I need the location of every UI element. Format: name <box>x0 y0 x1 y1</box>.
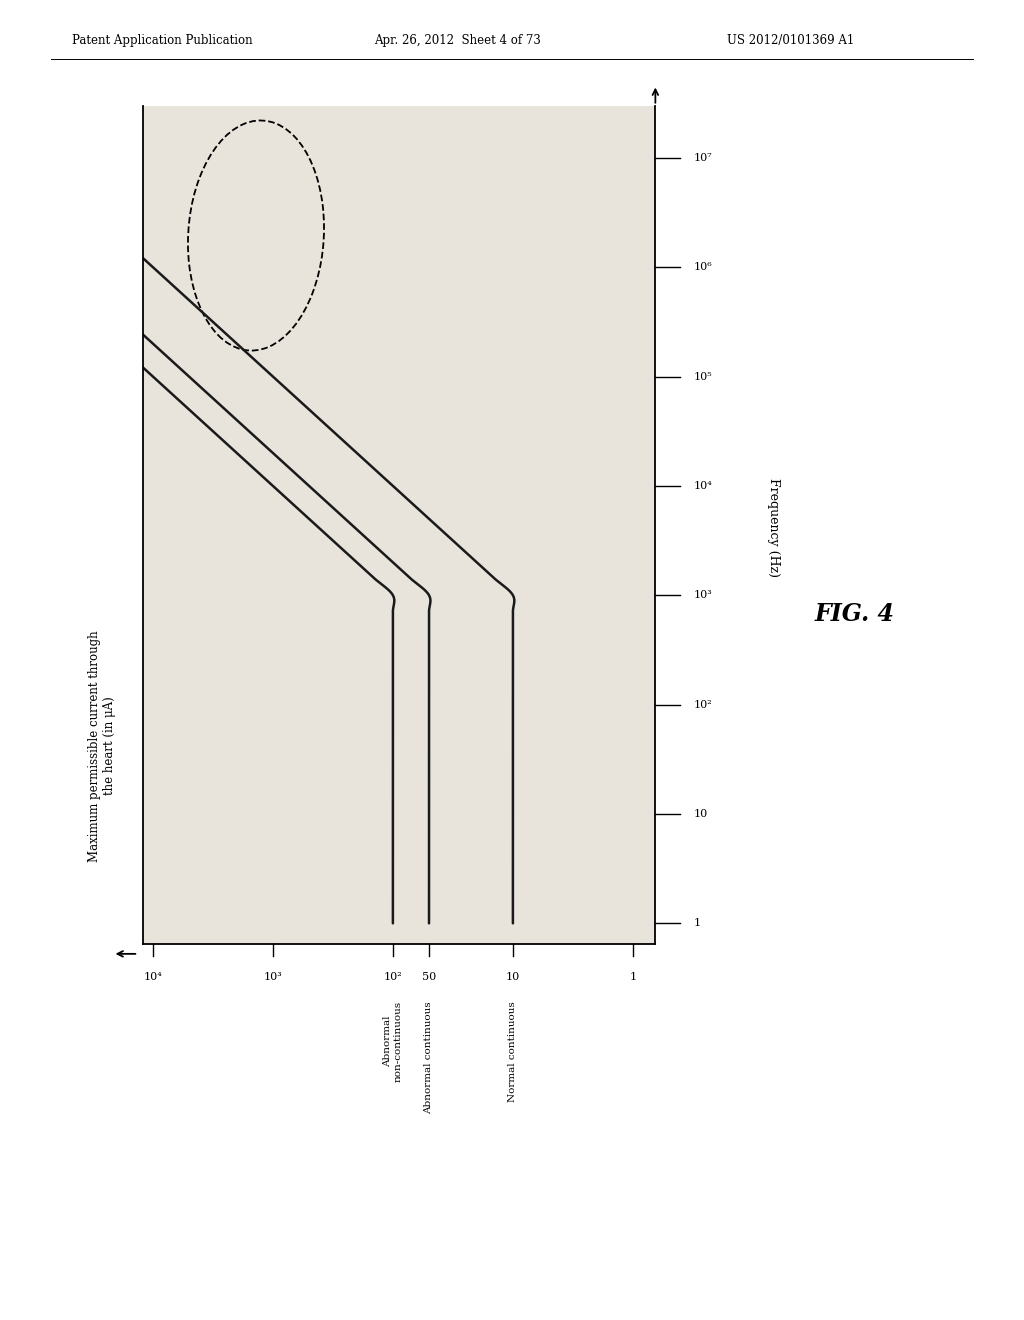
Text: 10²: 10² <box>693 700 713 710</box>
Text: 1: 1 <box>693 919 700 928</box>
Text: Abnormal continuous: Abnormal continuous <box>425 1001 433 1114</box>
Text: 10⁵: 10⁵ <box>693 371 713 381</box>
Text: 10: 10 <box>693 809 708 818</box>
Text: Patent Application Publication: Patent Application Publication <box>72 34 252 48</box>
Text: 10⁷: 10⁷ <box>693 153 713 162</box>
Text: 10⁶: 10⁶ <box>693 263 713 272</box>
Text: 10⁴: 10⁴ <box>693 480 713 491</box>
Text: 10⁴: 10⁴ <box>143 973 162 982</box>
Text: 1: 1 <box>630 973 637 982</box>
Text: Maximum permissible current through
the heart (in μA): Maximum permissible current through the … <box>88 630 117 862</box>
Text: Abnormal
non-continuous: Abnormal non-continuous <box>383 1001 402 1082</box>
Text: 10: 10 <box>506 973 520 982</box>
Text: 50: 50 <box>422 973 436 982</box>
Text: Frequency (Hz): Frequency (Hz) <box>767 479 779 578</box>
Text: 10³: 10³ <box>693 590 713 601</box>
Text: Apr. 26, 2012  Sheet 4 of 73: Apr. 26, 2012 Sheet 4 of 73 <box>374 34 541 48</box>
Text: Normal continuous: Normal continuous <box>508 1001 517 1102</box>
Text: 10²: 10² <box>384 973 402 982</box>
Text: 10³: 10³ <box>263 973 283 982</box>
Text: US 2012/0101369 A1: US 2012/0101369 A1 <box>727 34 854 48</box>
Text: FIG. 4: FIG. 4 <box>815 602 895 626</box>
